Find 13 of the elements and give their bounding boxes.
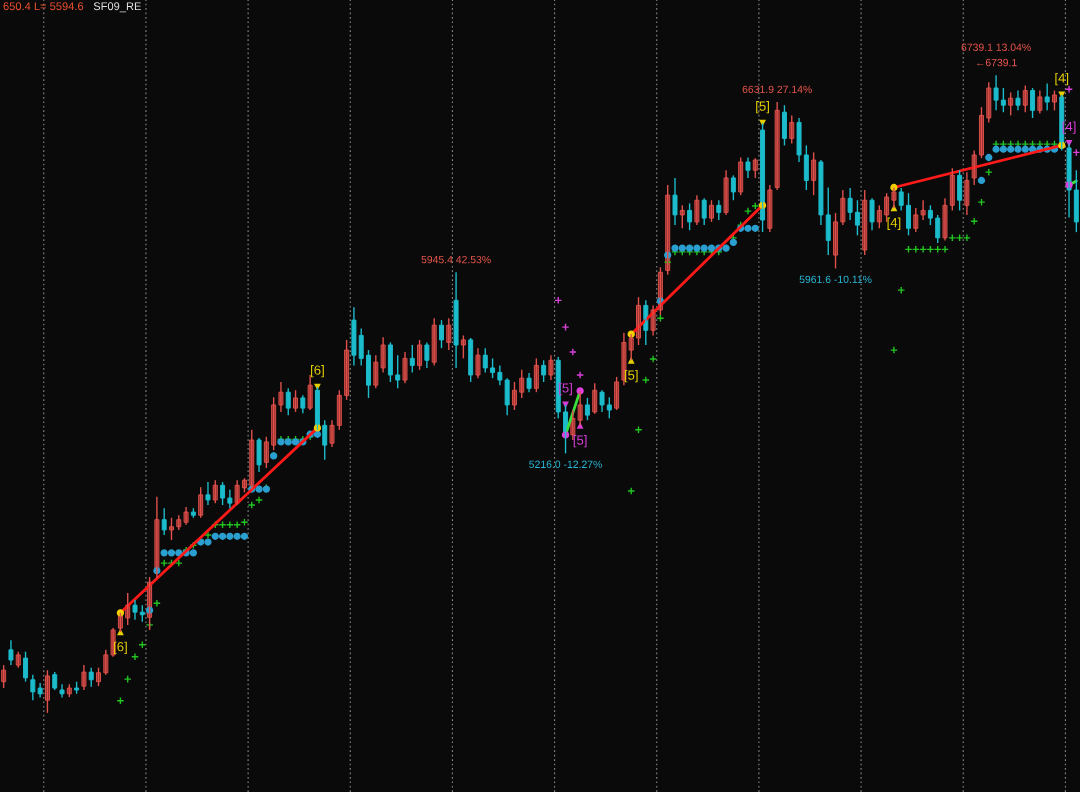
- annotation: [6]: [311, 365, 324, 378]
- text: SF09_RE: [93, 2, 141, 13]
- annotation: ←6739.1: [977, 58, 1017, 67]
- text: 650.4 L= 5594.6: [3, 2, 84, 11]
- annotation: 5945.4 42.53%: [421, 255, 491, 264]
- annotation: [4]: [1055, 72, 1069, 86]
- annotation: 6631.9 27.14%: [742, 85, 812, 94]
- annotation: [4]: [887, 217, 901, 230]
- annotation: 5216.0 -12.27%: [529, 460, 602, 468]
- annotation: [5]: [756, 101, 769, 114]
- annotation: [5]: [573, 435, 587, 448]
- annotation: 6739.1 13.04%: [961, 43, 1031, 51]
- annotation: 5961.6 -10.11%: [799, 275, 872, 284]
